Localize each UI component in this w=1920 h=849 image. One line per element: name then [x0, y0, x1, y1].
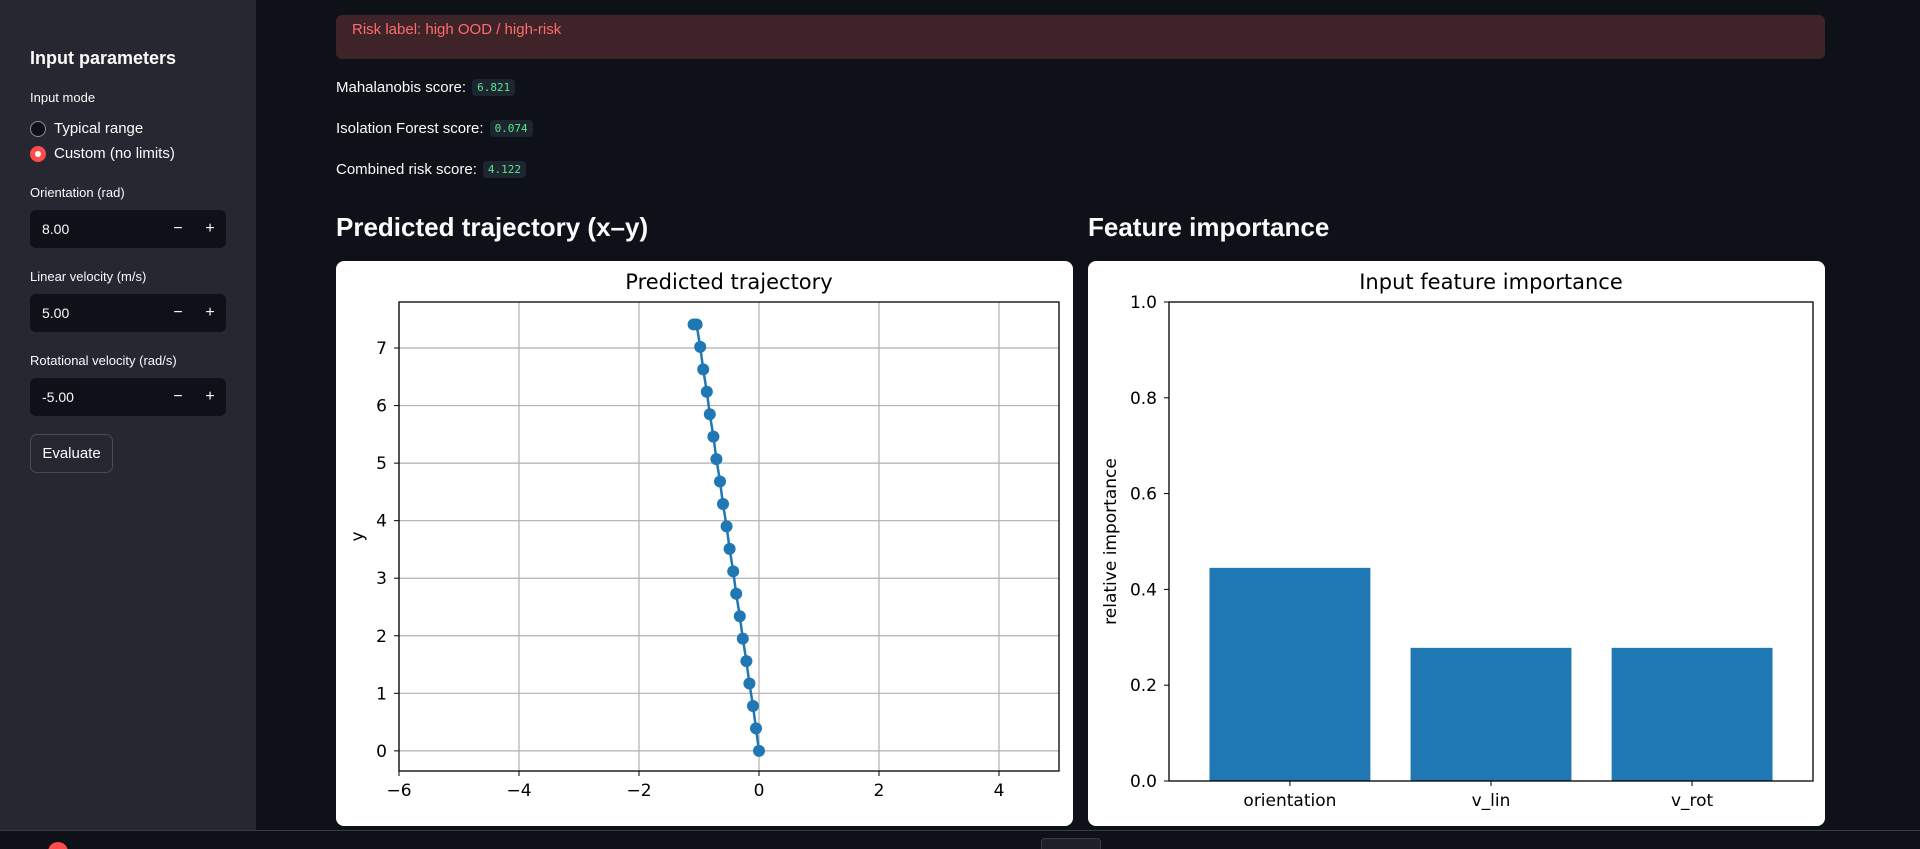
risk-alert-text: Risk label: high OOD / high-risk	[352, 21, 562, 38]
y-tick-label: 0.2	[1130, 676, 1157, 696]
linear-velocity-input[interactable]: 5.00 − +	[30, 294, 226, 332]
isolation-forest-score-value: 0.074	[489, 120, 533, 137]
radio-label-custom: Custom (no limits)	[54, 145, 175, 162]
y-tick-label: 0.0	[1130, 772, 1157, 792]
chart-title: Predicted trajectory	[625, 270, 832, 294]
radio-circle-checked[interactable]	[30, 145, 46, 162]
y-axis-label: relative importance	[1101, 458, 1121, 625]
x-tick-label: −6	[386, 781, 411, 801]
y-tick-label: 7	[376, 339, 387, 359]
bar	[1209, 567, 1371, 781]
combined-risk-score-label: Combined risk score:	[336, 161, 477, 178]
importance-chart-card: 0.0 0.2 0.4 0.6 0.8 1.0 orientation v_lin v_rot I…	[1088, 261, 1825, 826]
radio-custom[interactable]: Custom (no limits)	[30, 145, 175, 162]
mahalanobis-score-row: Mahalanobis score: 6.821	[336, 79, 516, 96]
trajectory-heading: Predicted trajectory (x–y)	[336, 212, 649, 242]
trajectory-point	[727, 565, 740, 578]
combined-risk-score-row: Combined risk score: 4.122	[336, 161, 527, 178]
x-tick-label: 0	[754, 781, 765, 801]
x-tick-label: 4	[994, 781, 1005, 801]
trajectory-point	[717, 497, 729, 510]
input-mode-label: Input mode	[30, 90, 96, 105]
linear-velocity-value[interactable]: 5.00	[42, 305, 70, 321]
trajectory-point	[753, 744, 765, 757]
trajectory-point	[750, 722, 762, 735]
bottom-bar	[0, 830, 1920, 849]
mahalanobis-score-value: 6.821	[472, 79, 516, 96]
bottom-tab[interactable]	[1041, 838, 1101, 849]
y-axis-label: y	[348, 531, 368, 541]
plot-frame	[1168, 301, 1814, 782]
trajectory-point	[720, 520, 733, 533]
orientation-input[interactable]: 8.00 − +	[30, 210, 226, 248]
y-tick-label: 0.8	[1130, 389, 1157, 409]
rotational-velocity-label: Rotational velocity (rad/s)	[30, 353, 177, 368]
trajectory-point	[694, 340, 707, 353]
y-tick-label: 5	[376, 454, 387, 474]
isolation-forest-score-label: Isolation Forest score:	[336, 120, 484, 137]
y-tick-label: 0.4	[1130, 580, 1157, 600]
trajectory-point	[714, 475, 726, 488]
trajectory-point	[697, 363, 710, 376]
rotational-velocity-increment-button[interactable]: +	[205, 388, 215, 405]
y-tick-label: 4	[376, 512, 387, 532]
x-tick-label: 2	[874, 781, 885, 801]
trajectory-point	[710, 453, 723, 466]
y-tick-label: 0	[376, 742, 387, 762]
linear-velocity-label: Linear velocity (m/s)	[30, 269, 147, 284]
trajectory-point	[687, 318, 700, 331]
y-tick-label: 6	[376, 397, 387, 417]
y-tick-label: 1	[376, 684, 387, 704]
orientation-value[interactable]: 8.00	[42, 221, 70, 237]
orientation-decrement-button[interactable]: −	[173, 220, 183, 237]
status-dot-icon	[48, 842, 68, 849]
sidebar-title: Input parameters	[30, 48, 177, 68]
linear-velocity-decrement-button[interactable]: −	[173, 304, 183, 321]
rotational-velocity-input[interactable]: -5.00 − +	[30, 378, 226, 416]
bar	[1611, 647, 1773, 781]
rotational-velocity-decrement-button[interactable]: −	[173, 388, 183, 405]
x-tick-label: orientation	[1243, 791, 1336, 811]
trajectory-chart: −6 −4 −2 0 2 4 0 1 2 3 4 5 6 7 Predicted trajectory y	[348, 270, 1060, 801]
trajectory-point	[743, 677, 756, 690]
chart-title: Input feature importance	[1359, 270, 1623, 294]
trajectory-point	[747, 699, 759, 712]
x-tick-label: v_lin	[1472, 791, 1511, 811]
trajectory-chart-card: −6 −4 −2 0 2 4 0 1 2 3 4 5 6 7 Predicted trajectory y	[336, 261, 1073, 826]
evaluate-button[interactable]: Evaluate	[30, 434, 113, 473]
importance-heading: Feature importance	[1088, 212, 1330, 242]
x-tick-label: −4	[506, 781, 531, 801]
orientation-increment-button[interactable]: +	[205, 220, 215, 237]
y-tick-label: 3	[376, 569, 387, 589]
trajectory-point	[723, 542, 736, 555]
importance-chart: 0.0 0.2 0.4 0.6 0.8 1.0 orientation v_lin v_rot I…	[1101, 270, 1814, 811]
trajectory-point	[700, 385, 713, 398]
isolation-forest-score-row: Isolation Forest score: 0.074	[336, 120, 533, 137]
y-tick-label: 0.6	[1130, 485, 1157, 505]
x-tick-label: v_rot	[1671, 791, 1714, 811]
trajectory-point	[740, 655, 753, 668]
combined-risk-score-value: 4.122	[482, 161, 527, 178]
y-tick-label: 1.0	[1130, 293, 1157, 313]
mahalanobis-score-label: Mahalanobis score:	[336, 79, 467, 96]
plot-frame	[398, 301, 1060, 772]
trajectory-point	[736, 632, 749, 645]
trajectory-point	[730, 587, 743, 600]
bar	[1410, 647, 1572, 781]
x-tick-label: −2	[626, 781, 651, 801]
trajectory-point	[733, 610, 746, 623]
radio-circle-unchecked[interactable]	[30, 120, 46, 137]
radio-typical-range[interactable]: Typical range	[30, 120, 143, 137]
sidebar: Input parameters Input mode Typical rang…	[0, 0, 256, 849]
risk-alert: Risk label: high OOD / high-risk	[336, 15, 1825, 59]
radio-label-typical: Typical range	[54, 120, 144, 137]
y-tick-label: 2	[376, 627, 387, 647]
rotational-velocity-value[interactable]: -5.00	[42, 389, 74, 405]
trajectory-point	[707, 430, 720, 443]
orientation-label: Orientation (rad)	[30, 185, 125, 200]
linear-velocity-increment-button[interactable]: +	[205, 304, 215, 321]
trajectory-point	[703, 408, 716, 421]
